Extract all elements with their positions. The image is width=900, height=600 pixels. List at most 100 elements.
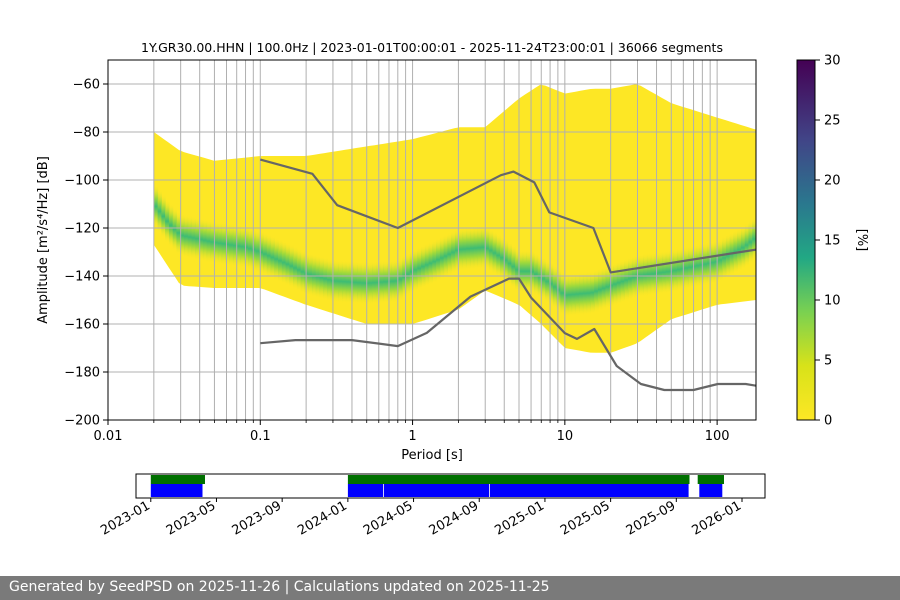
psd-mode-strip: [564, 273, 569, 317]
psd-mode-strip: [199, 217, 204, 262]
psd-mode-strip: [244, 225, 249, 269]
psd-mode-strip: [582, 271, 588, 316]
psd-mode-strip: [240, 225, 245, 269]
psd-mode-strip: [530, 250, 535, 294]
psd-mode-strip: [725, 234, 731, 278]
psd-mode-strip: [586, 271, 591, 315]
psd-mode-strip: [353, 260, 358, 304]
psd-mode-strip: [533, 252, 539, 296]
psd-mode-strip: [549, 262, 554, 306]
psd-mode-strip: [518, 249, 524, 293]
timeline-tick-label: 2026-01: [689, 498, 744, 538]
psd-mode-strip: [699, 243, 704, 287]
psd-mode-strip: [688, 245, 693, 289]
timeline-coverage-bar: [347, 484, 384, 497]
psd-mode-strip: [342, 259, 347, 304]
psd-mode-strip: [624, 258, 629, 302]
psd-mode-strip: [676, 248, 682, 292]
psd-mode-strip: [605, 265, 610, 309]
psd-mode-strip: [266, 234, 272, 278]
psd-mode-strip: [406, 252, 411, 296]
psd-mode-strip: [643, 253, 648, 297]
noise-model-nlnm: [260, 277, 756, 392]
psd-mode-strip: [326, 258, 332, 302]
psd-mode-strip: [526, 249, 531, 293]
psd-mode-strip: [319, 256, 324, 300]
y-tick-label: −60: [73, 78, 100, 93]
psd-mode-strip: [180, 213, 185, 258]
psd-mode-strip: [262, 232, 268, 276]
psd-mode-strip: [703, 242, 708, 286]
psd-mode-strip: [477, 226, 482, 270]
psd-mode-strip: [552, 265, 558, 309]
timeline-tick-label: 2025-01: [492, 498, 547, 538]
psd-mode-strip: [537, 254, 543, 299]
psd-heatmap: [153, 84, 756, 353]
psd-mode-strip: [454, 228, 460, 273]
data-availability-timeline: 2023-01 2023-05 2023-09 2024-01 2024-05 2024-…: [98, 473, 766, 539]
psd-envelope: [153, 84, 756, 353]
psd-mode-strip: [673, 248, 678, 292]
psd-mode-strip: [447, 232, 452, 276]
psd-mode-strip: [293, 246, 298, 290]
psd-mode-strip: [507, 241, 512, 286]
y-axis: −200 −180 −160 −140 −120 −100 −80 −60: [64, 78, 108, 429]
psd-mode-strip: [368, 261, 373, 305]
psd-mode-strip: [661, 250, 667, 294]
psd-mode-strip: [579, 272, 584, 316]
psd-mode-strip: [451, 230, 456, 274]
psd-mode-strip: [300, 250, 305, 294]
psd-mode-strip: [612, 262, 618, 306]
psd-mode-strip: [469, 226, 475, 270]
timeline-tick-label: 2023-09: [230, 498, 285, 538]
psd-mode-strip: [202, 218, 208, 262]
psd-mode-strip: [281, 240, 287, 285]
psd-mode-strip: [500, 236, 505, 280]
psd-mode-strip: [168, 203, 174, 247]
y-tick-label: −120: [64, 222, 100, 237]
psd-mode-strip: [545, 259, 550, 303]
y-tick-label: −180: [64, 366, 100, 381]
x-axis: 0.01 0.1 1 10 100: [94, 420, 730, 444]
psd-mode-strip: [515, 247, 520, 292]
psd-mode-strip: [217, 221, 223, 265]
footer-bar: Generated by SeedPSD on 2025-11-26 | Cal…: [0, 576, 900, 600]
psd-mode-strip: [522, 249, 528, 293]
timeline-availability-bar: [697, 475, 724, 484]
psd-mode-strip: [375, 260, 381, 304]
x-tick-label: 0.01: [94, 429, 123, 444]
psd-mode-strip: [466, 227, 471, 271]
psd-mode-strip: [665, 250, 671, 294]
psd-mode-strip: [473, 226, 479, 270]
psd-mode-strip: [737, 228, 742, 272]
psd-mode-strip: [740, 226, 746, 270]
psd-mode-strip: [436, 238, 441, 282]
psd-mode-strip: [225, 222, 230, 266]
psd-mode-strip: [718, 238, 723, 282]
colorbar-tick-label: 10: [824, 294, 841, 309]
psd-mode-strip: [417, 246, 422, 290]
noise-model-nhnm: [260, 158, 756, 274]
psd-mode-strip: [191, 216, 196, 260]
psd-mode-strip: [488, 229, 494, 273]
psd-mode-strip: [357, 261, 362, 305]
psd-mode-strip: [153, 184, 159, 229]
colorbar-tick-label: 30: [824, 54, 841, 69]
psd-mode-strip: [409, 250, 415, 294]
psd-mode-strip: [172, 207, 178, 251]
psd-mode-strip: [707, 241, 712, 285]
chart-title: 1Y.GR30.00.HHN | 100.0Hz | 2023-01-01T00…: [141, 40, 723, 55]
psd-mode-strip: [221, 222, 226, 266]
timeline-tick-label: 2024-05: [361, 498, 416, 538]
psd-mode-strip: [485, 226, 490, 270]
psd-mode-strip: [176, 211, 181, 255]
y-axis-label: Amplitude [m²/s⁴/Hz] [dB]: [36, 156, 51, 324]
psd-mode-strip: [270, 235, 275, 280]
psd-mode-strip: [560, 271, 565, 315]
psd-mode-strip: [594, 269, 599, 313]
psd-mode-strip: [503, 238, 509, 282]
colorbar-tick-label: 20: [824, 174, 841, 189]
psd-mode-strip: [251, 228, 257, 272]
timeline-availability-bar: [150, 475, 205, 484]
